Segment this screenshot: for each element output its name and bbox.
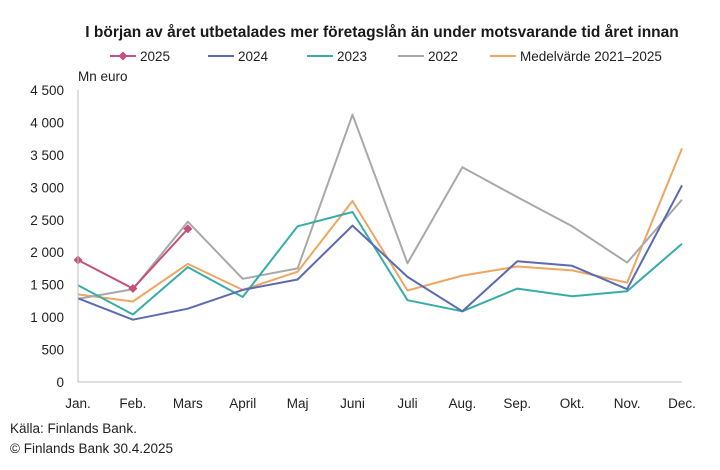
x-tick-label: Dec. [668, 396, 696, 411]
x-tick-label: Feb. [119, 396, 146, 411]
legend-label: Medelvärde 2021–2025 [520, 49, 662, 64]
y-tick-label: 4 000 [30, 115, 64, 130]
y-tick-label: 2 000 [30, 245, 64, 260]
legend-label: 2022 [428, 49, 458, 64]
series-line [77, 211, 683, 316]
data-point [128, 284, 138, 294]
y-tick-label: 2 500 [30, 213, 64, 228]
x-tick-label: Juli [397, 396, 417, 411]
x-tick-label: April [229, 396, 256, 411]
series-line [77, 148, 683, 303]
series-line [77, 113, 683, 300]
y-tick-label: 1 000 [30, 310, 64, 325]
y-tick-label: 0 [56, 375, 64, 390]
x-tick-label: Nov. [614, 396, 641, 411]
y-tick-label: 3 000 [30, 180, 64, 195]
y-tick-label: 3 500 [30, 148, 64, 163]
series-lines [73, 113, 683, 321]
data-point [183, 224, 193, 234]
legend-label: 2025 [140, 49, 170, 64]
x-tick-label: Aug. [448, 396, 476, 411]
y-axis-unit: Mn euro [78, 69, 128, 84]
legend: 2025 2024 2023 2022 Medelvärde 2021–2025 [110, 49, 662, 64]
y-tick-label: 4 500 [30, 83, 64, 98]
legend-marker [118, 51, 128, 61]
x-axis-ticks: Jan. Feb. Mars April Maj Juni Juli Aug. Sep. Okt.… [65, 396, 696, 411]
y-axis-ticks: 0 500 1 000 1 500 2 000 2 500 3 000 3 500 4 000 4… [30, 83, 64, 390]
x-tick-label: Maj [287, 396, 309, 411]
y-tick-label: 500 [41, 343, 64, 358]
x-tick-label: Mars [173, 396, 203, 411]
series-line [77, 228, 189, 290]
legend-label: 2023 [337, 49, 367, 64]
x-tick-label: Okt. [560, 396, 585, 411]
x-tick-label: Jan. [65, 396, 91, 411]
legend-label: 2024 [238, 49, 269, 64]
copyright-note: © Finlands Bank 30.4.2025 [10, 441, 173, 456]
source-note: Källa: Finlands Bank. [10, 421, 137, 436]
x-tick-label: Juni [340, 396, 365, 411]
y-tick-label: 1 500 [30, 278, 64, 293]
x-tick-label: Sep. [503, 396, 531, 411]
chart-title: I början av året utbetalades mer företag… [85, 24, 678, 41]
series-line [77, 184, 683, 321]
